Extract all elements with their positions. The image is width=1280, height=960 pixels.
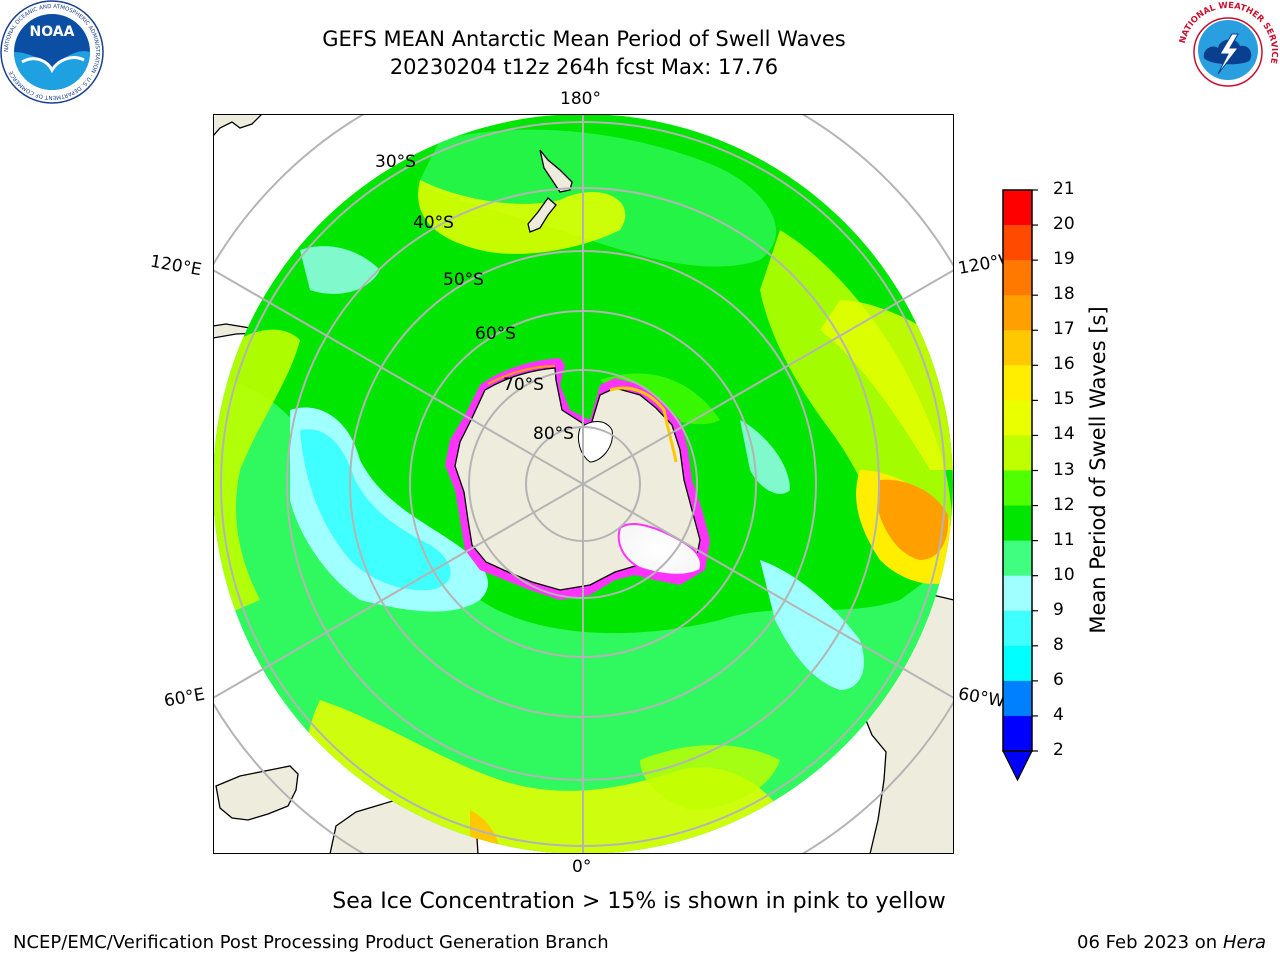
colorbar-bin (1003, 365, 1032, 401)
lon-label-120e: 120°E (148, 251, 204, 281)
lon-label-60e: 60°E (162, 684, 207, 712)
lat-label-80s: 80°S (533, 424, 574, 444)
lat-label-70s: 70°S (503, 375, 544, 395)
colorbar-tick-label: 9 (1053, 599, 1064, 620)
lat-label-60s: 60°S (475, 324, 516, 344)
lat-label-40s: 40°S (413, 213, 454, 233)
svg-text:NOAA: NOAA (30, 24, 75, 40)
lon-label-60w: 60°W (956, 684, 1007, 712)
colorbar-tick-label: 15 (1053, 389, 1075, 410)
noaa-logo-icon: NOAA NATIONAL OCEANIC AND ATMOSPHERIC AD… (0, 0, 104, 104)
colorbar-bin (1003, 435, 1032, 471)
national-weather-service-logo-icon: NATIONAL WEATHER SERVICE (1178, 1, 1279, 102)
run-date: 06 Feb 2023 on Hera (1077, 932, 1266, 953)
sea-ice-footnote: Sea Ice Concentration > 15% is shown in … (332, 889, 946, 914)
colorbar-tick-label: 11 (1053, 529, 1075, 550)
machine-name: Hera (1222, 932, 1266, 953)
map-border (213, 114, 954, 854)
colorbar-tick-label: 14 (1053, 424, 1075, 445)
colorbar-bin (1003, 260, 1032, 296)
colorbar-tick-label: 19 (1053, 249, 1075, 270)
inner-land (527, 149, 573, 233)
colorbar-tick-label: 12 (1053, 494, 1075, 515)
colorbar-tick-label: 21 (1053, 179, 1075, 199)
colorbar-tick-label: 8 (1053, 634, 1064, 655)
colorbar-bin (1003, 400, 1032, 436)
colorbar-tick-label: 18 (1053, 284, 1075, 305)
colorbar-label: Mean Period of Swell Waves [s] (1086, 306, 1110, 634)
swell-period-field (213, 114, 953, 854)
lon-label-180: 180° (560, 89, 601, 109)
colorbar-bin (1003, 330, 1032, 366)
colorbar-bin (1003, 190, 1032, 226)
run-date-text: 06 Feb 2023 on (1077, 932, 1218, 953)
colorbar-bin (1003, 680, 1032, 717)
colorbar-tick-label: 17 (1053, 319, 1075, 340)
polar-map (213, 114, 954, 854)
colorbar-bin (1003, 715, 1032, 752)
colorbar-bin (1003, 505, 1032, 542)
colorbar (1002, 189, 1038, 782)
colorbar-tick-label: 20 (1053, 214, 1075, 235)
colorbar-bin (1003, 295, 1032, 331)
colorbar-bin (1003, 575, 1032, 612)
colorbar-bin (1003, 645, 1032, 682)
colorbar-bin (1003, 470, 1032, 507)
colorbar-tick-label: 16 (1053, 354, 1075, 375)
colorbar-bin (1003, 610, 1032, 647)
colorbar-tick-label: 13 (1053, 459, 1075, 480)
colorbar-extend-triangle (1002, 750, 1033, 782)
credit-line: NCEP/EMC/Verification Post Processing Pr… (13, 932, 609, 953)
lon-label-0: 0° (572, 857, 592, 877)
colorbar-tick-label: 6 (1053, 669, 1064, 690)
lat-label-30s: 30°S (375, 152, 416, 172)
colorbar-bin (1003, 540, 1032, 577)
colorbar-tick-label: 4 (1053, 704, 1064, 725)
antarctica (445, 358, 710, 600)
colorbar-tick-label: 2 (1053, 740, 1064, 760)
lat-label-50s: 50°S (443, 270, 484, 290)
colorbar-bin (1003, 225, 1032, 261)
graticule (213, 114, 954, 854)
title-line-1: GEFS MEAN Antarctic Mean Period of Swell… (322, 27, 846, 51)
colorbar-tick-label: 10 (1053, 564, 1075, 585)
title-line-2: 20230204 t12z 264h fcst Max: 17.76 (389, 55, 779, 79)
